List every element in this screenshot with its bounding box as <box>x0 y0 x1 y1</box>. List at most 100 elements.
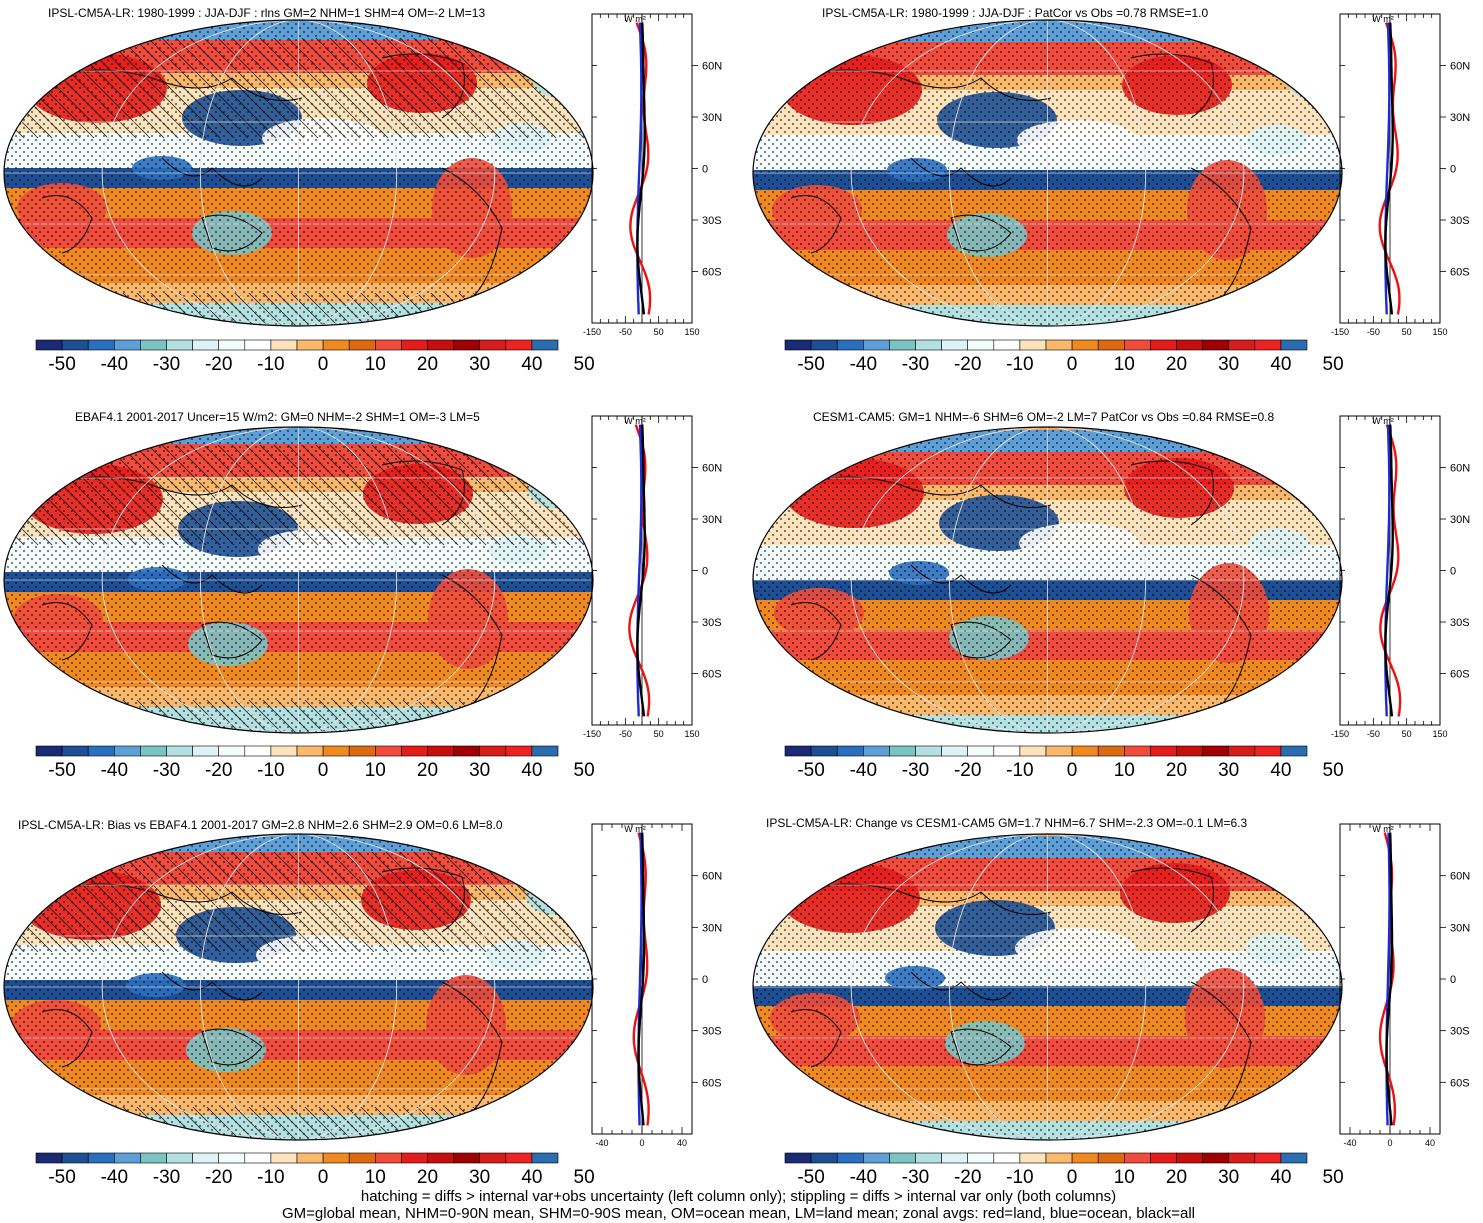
colorbar-tick-label: 30 <box>469 354 490 376</box>
colorbar-tick-label: -30 <box>902 760 929 782</box>
colorbar-tick-label: 30 <box>1218 354 1239 376</box>
colorbar-swatch <box>349 746 375 756</box>
colorbar-tick-label: 0 <box>318 1167 329 1189</box>
colorbar-swatch <box>271 340 297 350</box>
unit-label: W m² <box>1372 14 1394 24</box>
colorbar-swatch <box>454 746 480 756</box>
x-tick-label: 0 <box>1387 1138 1392 1148</box>
colorbar-swatch <box>1098 1153 1124 1163</box>
colorbar-swatch <box>1124 1153 1150 1163</box>
x-tick-label: -50 <box>619 729 632 739</box>
colorbar-tick-label: -40 <box>101 760 128 782</box>
footer-note-1: hatching = diffs > internal var+obs unce… <box>0 1188 1480 1206</box>
colorbar-swatch <box>297 746 323 756</box>
x-tick-label: -50 <box>1367 327 1380 337</box>
colorbar-swatch <box>1046 340 1072 350</box>
colorbar-tick-label: 10 <box>1114 760 1135 782</box>
colorbar-swatch <box>994 1153 1020 1163</box>
colorbar-tick-label: 30 <box>1218 760 1239 782</box>
lat-tick-label: 30S <box>702 617 722 629</box>
colorbar-swatch <box>1255 1153 1281 1163</box>
colorbar-tick-label: 0 <box>318 354 329 376</box>
colorbar-swatch <box>140 340 166 350</box>
colorbar-swatch <box>245 746 271 756</box>
colorbar-swatch <box>167 340 193 350</box>
lat-tick-label: 0 <box>1450 974 1456 986</box>
unit-label: W m² <box>624 14 646 24</box>
colorbar-swatch <box>1281 746 1307 756</box>
colorbar-swatch <box>167 1153 193 1163</box>
colorbar-swatch <box>837 746 863 756</box>
lat-tick-label: 0 <box>702 566 708 578</box>
lat-tick-label: 60S <box>702 669 722 681</box>
colorbar-tick-label: -50 <box>48 1167 75 1189</box>
colorbar-tick-label: -30 <box>902 354 929 376</box>
map-2 <box>751 18 1344 328</box>
colorbar-swatch <box>114 1153 140 1163</box>
lat-tick-label: 30S <box>1450 1026 1470 1038</box>
colorbar-swatch <box>428 1153 454 1163</box>
x-tick-label: 50 <box>654 729 664 739</box>
colorbar-swatch <box>480 1153 506 1163</box>
colorbar-swatch <box>36 746 62 756</box>
x-tick-label: -150 <box>583 327 601 337</box>
colorbar-tick-label: -10 <box>1006 760 1033 782</box>
colorbar-swatch <box>219 746 245 756</box>
colorbar-swatch <box>1020 1153 1046 1163</box>
colorbar-tick-label: 20 <box>417 1167 438 1189</box>
colorbar-swatch <box>1124 340 1150 350</box>
colorbar-swatch <box>1020 746 1046 756</box>
colorbar-tick-label: -40 <box>101 1167 128 1189</box>
colorbar-swatch <box>889 1153 915 1163</box>
panel-title: EBAF4.1 2001-2017 Uncer=15 W/m2: GM=0 NH… <box>75 410 480 424</box>
lat-tick-label: 0 <box>702 974 708 986</box>
colorbar-swatch <box>88 1153 114 1163</box>
colorbar-swatch <box>506 1153 532 1163</box>
colorbar-swatch <box>1203 746 1229 756</box>
colorbar-swatch <box>323 746 349 756</box>
panel-title: IPSL-CM5A-LR: Change vs CESM1-CAM5 GM=1.… <box>766 816 1247 830</box>
colorbar-swatch <box>994 340 1020 350</box>
colorbar-tick-label: -20 <box>954 354 981 376</box>
colorbar-swatch <box>916 340 942 350</box>
colorbar-swatch <box>1177 746 1203 756</box>
colorbar-swatch <box>297 340 323 350</box>
colorbar-swatch <box>1177 340 1203 350</box>
colorbar-tick-label: -50 <box>797 354 824 376</box>
panel-title: IPSL-CM5A-LR: Bias vs EBAF4.1 2001-2017 … <box>18 818 503 832</box>
colorbar-swatch <box>785 340 811 350</box>
x-tick-label: 150 <box>1432 729 1447 739</box>
colorbar-tick-label: 10 <box>1114 354 1135 376</box>
lat-tick-label: 60N <box>702 463 722 475</box>
colorbar-tick-label: 50 <box>1323 354 1344 376</box>
colorbar-swatch <box>401 1153 427 1163</box>
colorbar-swatch <box>219 1153 245 1163</box>
colorbar-swatch <box>506 746 532 756</box>
colorbar-swatch <box>140 746 166 756</box>
colorbar-swatch <box>1072 340 1098 350</box>
lat-tick-label: 0 <box>1450 566 1456 578</box>
colorbar-swatch <box>1098 746 1124 756</box>
colorbar-swatch <box>428 340 454 350</box>
colorbar-swatch <box>811 1153 837 1163</box>
colorbar-tick-label: 10 <box>365 760 386 782</box>
lat-tick-label: 60S <box>702 1077 722 1089</box>
colorbar-swatch <box>401 340 427 350</box>
colorbar-tick-label: -10 <box>1006 1167 1033 1189</box>
colorbar-swatch <box>62 340 88 350</box>
colorbar-tick-label: 30 <box>469 1167 490 1189</box>
colorbar-tick-label: 30 <box>1218 1167 1239 1189</box>
colorbar-swatch <box>193 1153 219 1163</box>
colorbar-swatch <box>271 746 297 756</box>
colorbar-tick-label: 50 <box>574 354 595 376</box>
colorbar-tick-label: 40 <box>1270 354 1291 376</box>
colorbar-swatch <box>140 1153 166 1163</box>
lat-tick-label: 60N <box>1450 61 1470 73</box>
colorbar-swatch <box>1150 1153 1176 1163</box>
